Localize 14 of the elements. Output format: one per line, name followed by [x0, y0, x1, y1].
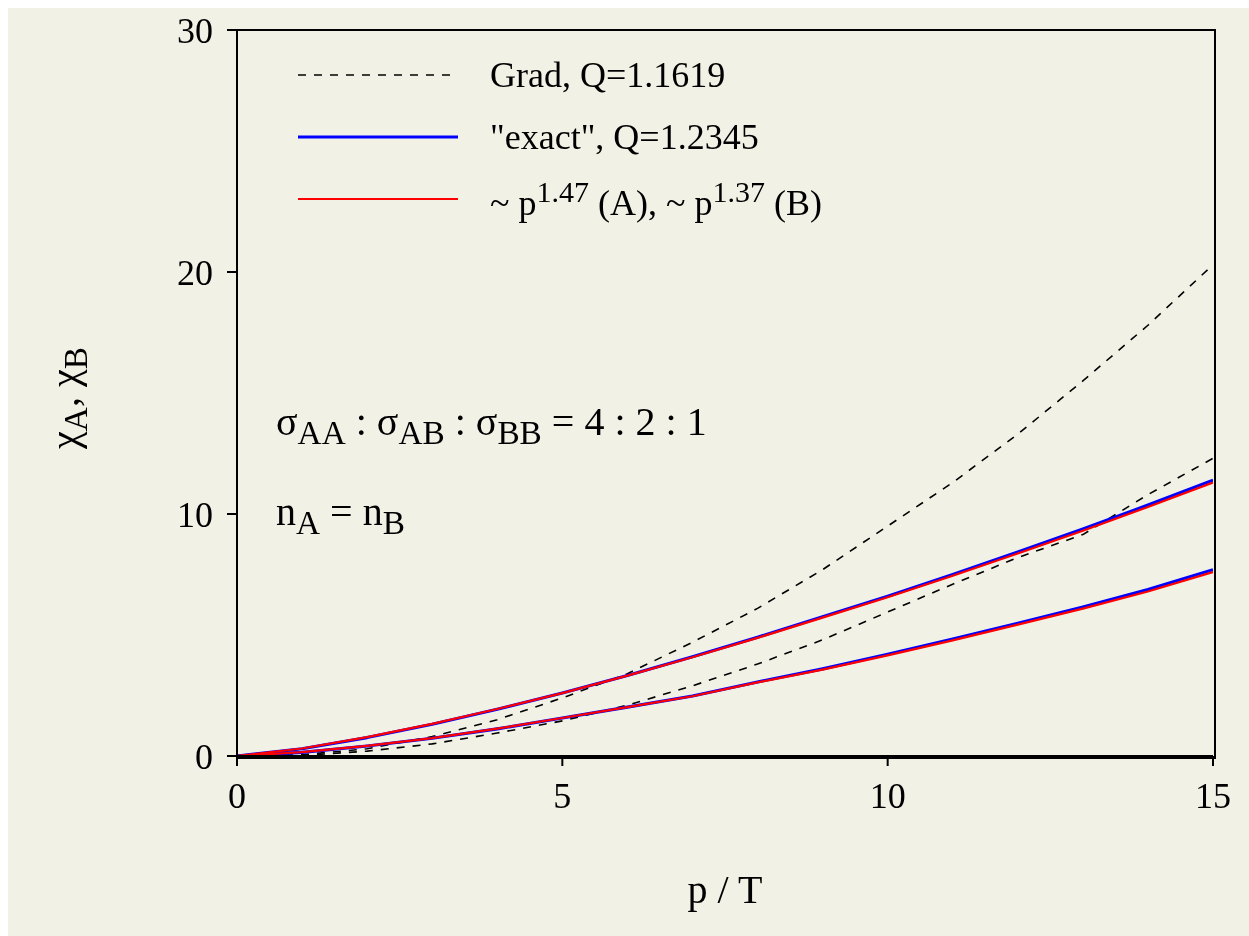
legend-label: "exact", Q=1.2345 [490, 116, 759, 158]
x-axis-title: p / T [687, 867, 763, 912]
x-tick-label: 10 [869, 775, 906, 816]
x-tick-label: 5 [553, 775, 572, 816]
y-tick-label: 30 [177, 10, 213, 51]
annotation: σ$_{AA}$ : σ$_{AB}$ : σ$_{BB}$ = 4 : 2 : 1 [276, 399, 707, 451]
annotation: n$_{A}$ = n$_{B}$ [276, 489, 405, 541]
y-tick-label: 20 [177, 252, 213, 293]
y-tick-label: 0 [195, 736, 213, 777]
legend-label: Grad, Q=1.1619 [490, 54, 726, 96]
x-tick-label: 15 [1195, 775, 1231, 816]
legend-label: ~ p$^{1.47}$ (A), ~ p$^{1.37}$ (B) [490, 174, 822, 224]
x-tick-label: 0 [228, 775, 246, 816]
y-tick-label: 10 [177, 494, 213, 535]
